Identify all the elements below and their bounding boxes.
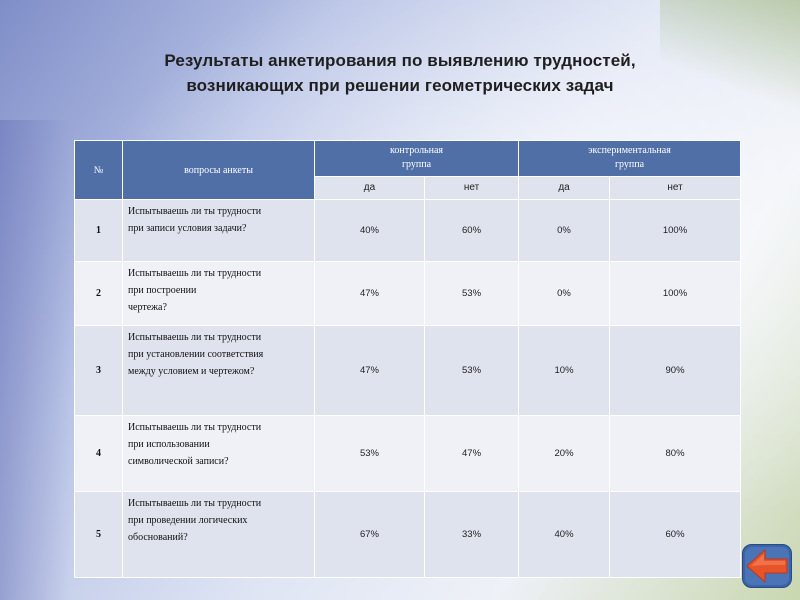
row-number: 3 — [74, 325, 123, 416]
control-yes-value: 40% — [314, 199, 425, 262]
header-control-no: нет — [423, 175, 520, 201]
control-no-value: 47% — [423, 415, 520, 492]
header-experimental-yes: да — [518, 175, 611, 201]
control-yes-value: 67% — [314, 491, 425, 578]
question-line: Испытываешь ли ты трудности — [128, 498, 262, 509]
question-line: обоснований? — [128, 532, 188, 543]
row-question: Испытываешь ли ты трудности при проведен… — [122, 491, 315, 578]
header-experimental-no: нет — [609, 175, 742, 201]
experimental-no-value: 80% — [609, 415, 742, 492]
header-control-yes: да — [314, 175, 425, 201]
row-question: Испытываешь ли ты трудности при использо… — [122, 415, 315, 492]
control-yes-value: 47% — [314, 261, 425, 326]
header-control-line-1: контрольная — [390, 145, 444, 157]
row-question: Испытываешь ли ты трудности при записи у… — [122, 199, 315, 262]
question-line: Испытываешь ли ты трудности — [128, 268, 262, 279]
header-control-group: контрольная группа — [313, 140, 520, 177]
experimental-no-value: 100% — [609, 199, 742, 262]
table-row: 1 Испытываешь ли ты трудности при записи… — [74, 199, 742, 262]
background-corner — [660, 0, 800, 110]
question-line: Испытываешь ли ты трудности — [128, 206, 262, 217]
control-yes-value: 53% — [314, 415, 425, 492]
table-row: 4 Испытываешь ли ты трудности при исполь… — [74, 415, 742, 492]
question-line: при записи условия задачи? — [128, 223, 247, 234]
question-line: при проведении логических — [128, 515, 248, 526]
row-number: 1 — [74, 199, 123, 262]
slide-title: Результаты анкетирования по выявлению тр… — [60, 48, 740, 98]
question-line: чертежа? — [128, 302, 167, 313]
header-experimental-line-2: группа — [614, 159, 645, 171]
experimental-yes-value: 0% — [518, 261, 611, 326]
background-left-shade — [0, 120, 70, 600]
row-number: 4 — [74, 415, 123, 492]
row-number: 2 — [74, 261, 123, 326]
header-experimental-line-1: экспериментальная — [588, 145, 671, 157]
experimental-yes-value: 0% — [518, 199, 611, 262]
question-line: между условием и чертежом? — [128, 366, 255, 377]
experimental-yes-value: 40% — [518, 491, 611, 578]
row-number: 5 — [74, 491, 123, 578]
question-line: при построении — [128, 285, 197, 296]
header-control-line-2: группа — [401, 159, 432, 171]
control-no-value: 60% — [423, 199, 520, 262]
experimental-no-value: 100% — [609, 261, 742, 326]
header-number: № — [74, 140, 123, 200]
experimental-yes-value: 10% — [518, 325, 611, 416]
table-row: 3 Испытываешь ли ты трудности при устано… — [74, 325, 742, 416]
table-row: 2 Испытываешь ли ты трудности при постро… — [74, 261, 742, 326]
back-button[interactable] — [741, 543, 793, 589]
question-line: при установлении соответствия — [128, 349, 264, 360]
control-no-value: 33% — [423, 491, 520, 578]
survey-results-table: № вопросы анкеты контрольная группа эксп… — [74, 140, 742, 578]
question-line: при использовании — [128, 439, 210, 450]
row-question: Испытываешь ли ты трудности при построен… — [122, 261, 315, 326]
control-no-value: 53% — [423, 261, 520, 326]
row-question: Испытываешь ли ты трудности при установл… — [122, 325, 315, 416]
question-line: Испытываешь ли ты трудности — [128, 422, 262, 433]
question-line: символической записи? — [128, 456, 229, 467]
experimental-yes-value: 20% — [518, 415, 611, 492]
table-row: 5 Испытываешь ли ты трудности при провед… — [74, 491, 742, 578]
title-line-2: возникающих при решении геометрических з… — [186, 76, 614, 95]
experimental-no-value: 60% — [609, 491, 742, 578]
question-line: Испытываешь ли ты трудности — [128, 332, 262, 343]
arrow-left-icon — [742, 544, 792, 588]
header-question: вопросы анкеты — [122, 140, 315, 200]
control-yes-value: 47% — [314, 325, 425, 416]
control-no-value: 53% — [423, 325, 520, 416]
title-line-1: Результаты анкетирования по выявлению тр… — [164, 51, 636, 70]
experimental-no-value: 90% — [609, 325, 742, 416]
header-experimental-group: экспериментальная группа — [518, 140, 742, 177]
